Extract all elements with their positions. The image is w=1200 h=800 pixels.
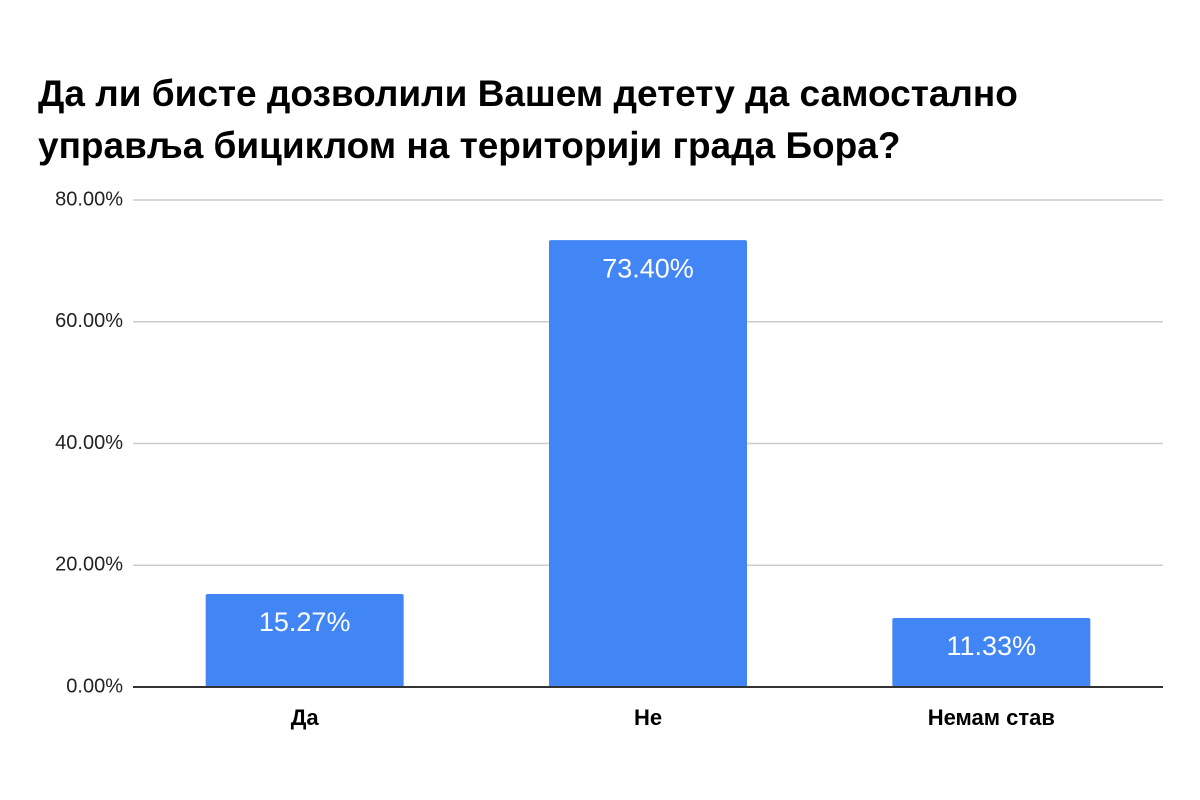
chart-title: Да ли бисте дозволили Вашем детету да са… <box>38 73 1018 166</box>
y-tick-label: 80.00% <box>55 188 123 210</box>
bar <box>549 240 747 688</box>
x-category-label: Не <box>634 705 662 730</box>
bar-data-label: 11.33% <box>947 631 1037 661</box>
bar-data-label: 15.27% <box>259 607 351 637</box>
y-tick-label: 40.00% <box>55 432 123 454</box>
y-tick-label: 0.00% <box>66 675 123 697</box>
x-axis-category-labels: Да Не Немам став <box>291 705 1055 730</box>
y-axis-tick-labels: 0.00% 20.00% 40.00% 60.00% 80.00% <box>55 188 123 697</box>
y-tick-label: 20.00% <box>55 554 123 576</box>
x-category-label: Да <box>291 705 320 730</box>
bar-data-label: 73.40% <box>602 253 694 283</box>
bar <box>892 618 1091 687</box>
x-category-label: Немам став <box>928 705 1055 730</box>
bar <box>205 594 404 687</box>
y-tick-label: 60.00% <box>55 310 123 332</box>
bars: 15.27% 73.40% 11.33% <box>205 240 1091 688</box>
